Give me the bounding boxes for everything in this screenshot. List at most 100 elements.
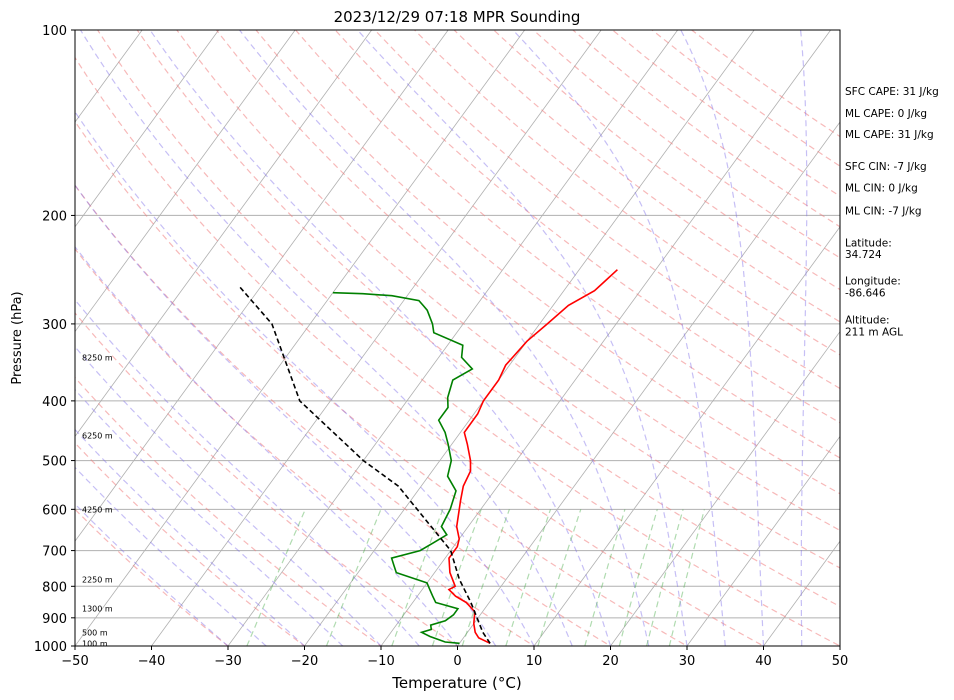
- moist-adiabat-line: [75, 466, 267, 646]
- y-tick-label: 100: [42, 24, 67, 39]
- dry-adiabat-line: [612, 30, 840, 197]
- y-axis-label: Pressure (hPa): [10, 291, 25, 384]
- mixing-ratio-line: [431, 509, 482, 646]
- dry-adiabat-line: [651, 30, 840, 167]
- dry-adiabat-line: [334, 30, 840, 424]
- isotherm-line: [763, 540, 840, 646]
- x-tick-label: 30: [679, 654, 696, 669]
- moist-adiabat-line: [239, 30, 650, 646]
- isotherm-line: [75, 30, 373, 438]
- sounding-series: [237, 269, 618, 645]
- y-tick-label: 400: [42, 395, 67, 410]
- series-line-1: [447, 269, 618, 645]
- dry-adiabat-line: [453, 30, 840, 323]
- isotherm-line: [151, 30, 602, 646]
- y-tick-label: 900: [42, 612, 67, 627]
- isotherm-line: [380, 30, 832, 646]
- dry-adiabat-line: [75, 247, 536, 646]
- mixing-ratio-line: [505, 509, 552, 646]
- dry-adiabat-line: [255, 30, 840, 495]
- dry-adiabat-line: [75, 442, 306, 646]
- dry-adiabat-line: [75, 184, 612, 646]
- moist-adiabat-line: [75, 388, 344, 646]
- isotherm-line: [75, 30, 449, 542]
- moist-adiabat-line: [75, 184, 497, 646]
- moist-adiabat-line: [75, 245, 458, 646]
- isotherm-line: [75, 30, 220, 228]
- background-lines: [75, 30, 954, 646]
- moist-adiabat-line: [680, 30, 765, 646]
- moist-adiabat-line: [75, 428, 305, 646]
- y-tick-label: 500: [42, 455, 67, 470]
- x-tick-label: −20: [291, 654, 318, 669]
- moist-adiabat-line: [75, 345, 382, 646]
- isotherm-line: [227, 30, 679, 646]
- y-tick-label: 200: [42, 209, 67, 224]
- dry-adiabat-line: [97, 30, 840, 646]
- isotherm-line: [610, 330, 840, 646]
- sounding-annotations: SFC CAPE: 31 J/kg ML CAPE: 0 J/kg ML CAPE:…: [845, 86, 939, 339]
- mixing-ratio-line: [461, 509, 510, 646]
- moist-adiabat-line: [800, 30, 808, 646]
- height-label: 2250 m: [82, 576, 113, 585]
- annotation-text: 34.724: [845, 249, 882, 261]
- height-label: 500 m: [82, 628, 108, 637]
- moist-adiabat-line: [75, 503, 229, 646]
- moist-adiabat-line: [357, 30, 688, 646]
- dry-adiabat-line: [136, 30, 840, 608]
- height-label: 6250 m: [82, 431, 113, 440]
- annotation-text: -86.646: [845, 288, 886, 300]
- annotation-text: ML CIN: -7 J/kg: [845, 205, 922, 217]
- dry-adiabat-line: [414, 30, 840, 356]
- annotation-text: 211 m AGL: [845, 327, 903, 339]
- y-tick-label: 800: [42, 580, 67, 595]
- y-tick-label: 1000: [34, 640, 67, 655]
- dry-adiabat-line: [75, 120, 689, 646]
- mixing-ratio-line: [246, 509, 306, 646]
- mixing-ratio-line: [537, 509, 582, 646]
- dry-adiabat-line: [75, 376, 383, 646]
- dry-adiabat-line: [75, 56, 765, 646]
- x-tick-label: 10: [526, 654, 543, 669]
- annotation-text: Latitude:: [845, 237, 892, 249]
- height-label: 100 m: [82, 639, 108, 648]
- isotherm-line: [75, 30, 296, 333]
- x-axis-ticks: −50 −40 −30 −20 −10 0 10 20 30 40 50: [61, 646, 848, 669]
- x-tick-label: −30: [214, 654, 241, 669]
- annotation-text: SFC CIN: -7 J/kg: [845, 161, 927, 173]
- dry-adiabat-line: [374, 30, 840, 390]
- annotation-text: SFC CAPE: 31 J/kg: [845, 86, 939, 98]
- isotherm-line: [457, 121, 840, 646]
- height-label: 4250 m: [82, 505, 113, 514]
- height-labels: 100 m 500 m 1300 m 2250 m 4250 m 6250 m 8250 m: [82, 353, 113, 648]
- isotherm-line: [917, 30, 954, 646]
- y-axis-ticks: 1000 900 800 700 600 500 400 300 200 100: [34, 24, 75, 655]
- x-tick-label: 40: [755, 654, 772, 669]
- series-line-3: [237, 285, 491, 644]
- isotherm-line: [533, 226, 840, 646]
- isotherm-line: [75, 30, 526, 646]
- moist-adiabat-line: [149, 30, 612, 646]
- y-tick-label: 600: [42, 503, 67, 518]
- series-line-2: [332, 291, 474, 645]
- annotation-text: ML CAPE: 0 J/kg: [845, 108, 927, 120]
- mixing-ratio-line: [391, 509, 444, 646]
- x-tick-label: 0: [453, 654, 461, 669]
- moist-adiabat-line: [79, 30, 573, 646]
- mixing-ratio-line: [584, 509, 626, 646]
- y-tick-label: 300: [42, 318, 67, 333]
- x-axis-label: Temperature (°C): [391, 674, 521, 692]
- dry-adiabat-line: [215, 30, 840, 532]
- isotherm-line: [686, 435, 840, 646]
- x-tick-label: −10: [367, 654, 394, 669]
- mixing-ratio-line: [325, 509, 382, 646]
- mixing-ratio-line: [668, 509, 705, 646]
- x-tick-label: 50: [832, 654, 849, 669]
- x-tick-label: −50: [61, 654, 88, 669]
- x-tick-label: 20: [602, 654, 619, 669]
- dry-adiabat-line: [75, 312, 459, 646]
- height-label: 8250 m: [82, 353, 113, 362]
- dry-adiabat-line: [295, 30, 840, 459]
- annotation-text: Longitude:: [845, 275, 901, 287]
